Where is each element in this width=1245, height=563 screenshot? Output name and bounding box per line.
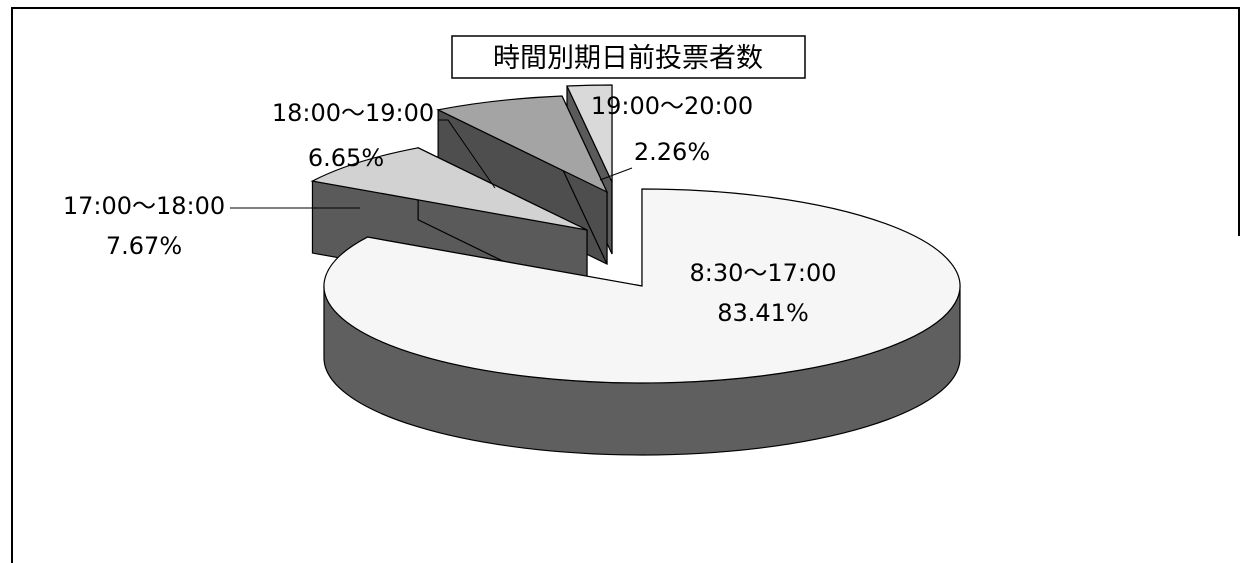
slice-label-19-20: 19:00～20:00 (591, 92, 753, 120)
slice-label-18-19: 18:00～19:00 (272, 99, 434, 127)
slice-value-17-18: 7.67% (106, 232, 182, 260)
chart-border (11, 7, 1240, 563)
slice-label-17-18: 17:00～18:00 (63, 192, 225, 220)
slice-main-group (323, 188, 961, 456)
chart-title-box (451, 35, 806, 79)
slice-value-main: 83.41% (717, 299, 809, 327)
slice-17-18-top (310, 147, 588, 231)
chart-title: 時間別期日前投票者数 (493, 43, 763, 74)
slice-label-main: 8:30～17:00 (689, 259, 836, 287)
slice-value-19-20: 2.26% (634, 138, 710, 166)
slice-value-18-19: 6.65% (308, 144, 384, 172)
slice-18-19-top (436, 95, 609, 194)
slice-19-20-top (566, 84, 613, 183)
leader-line-18-19 (438, 119, 496, 189)
slice-main-top (323, 188, 961, 384)
pie-chart (310, 84, 961, 456)
leader-line-19-20 (599, 167, 633, 181)
